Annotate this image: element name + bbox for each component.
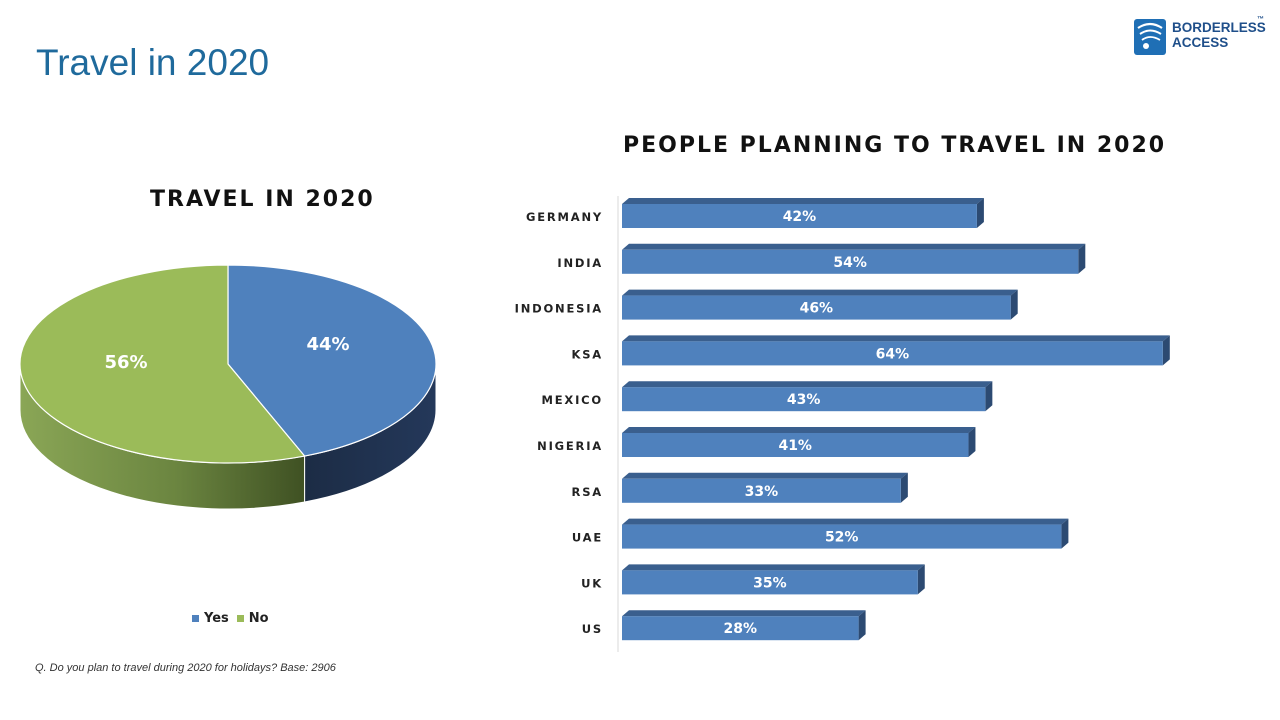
pie-chart-title: TRAVEL IN 2020 <box>150 187 375 212</box>
bar-value-label: 42% <box>783 209 817 225</box>
bar-top-india <box>622 243 1086 250</box>
bar-top-us <box>622 610 866 617</box>
pie-label-no: 56% <box>104 352 147 373</box>
bar-top-uae <box>622 518 1069 525</box>
legend-label-no: No <box>248 611 269 626</box>
category-label: INDONESIA <box>515 302 603 316</box>
category-label: UK <box>581 576 603 590</box>
bar-side-nigeria <box>968 427 976 457</box>
bar-side-mexico <box>985 381 993 412</box>
pie-chart: 44% 56% <box>19 264 437 510</box>
legend-label-yes: Yes <box>204 611 229 626</box>
category-label: UAE <box>572 531 603 545</box>
footnote: Q. Do you plan to travel during 2020 for… <box>35 662 336 674</box>
legend-item-yes: Yes <box>192 611 229 626</box>
bar-top-uk <box>622 564 925 571</box>
bar-mexico <box>622 387 986 412</box>
bar-value-label: 28% <box>724 621 758 637</box>
bar-value-label: 64% <box>876 346 910 362</box>
category-label: RSA <box>572 485 603 499</box>
bar-side-india <box>1078 243 1086 274</box>
bar-top-mexico <box>622 381 993 388</box>
bar-ksa <box>622 341 1163 366</box>
category-label: NIGERIA <box>537 439 603 453</box>
bar-chart: 42% GERMANY 54% INDIA 46% INDONESIA 64% KSA 43% M… <box>515 196 1170 652</box>
bar-us <box>622 616 859 641</box>
category-label: KSA <box>572 347 604 361</box>
bar-top-germany <box>622 198 984 204</box>
bar-india <box>622 249 1079 274</box>
bar-indonesia <box>622 295 1011 320</box>
bar-top-nigeria <box>622 427 976 433</box>
bar-uk <box>622 570 918 595</box>
logo-text: BORDERLESS ACCESS <box>1172 20 1266 50</box>
pie-legend: Yes No <box>192 611 269 626</box>
category-label: INDIA <box>557 256 603 270</box>
bar-value-label: 35% <box>753 575 787 591</box>
page-title: Travel in 2020 <box>36 42 270 83</box>
logo-icon <box>1134 19 1166 55</box>
bar-side-uk <box>917 564 925 595</box>
bar-side-indonesia <box>1010 289 1018 320</box>
bar-side-ksa <box>1162 335 1170 366</box>
bar-uae <box>622 524 1062 549</box>
pie-slice-no <box>19 264 306 464</box>
borderless-access-logo: BORDERLESS ACCESS ™ <box>1132 16 1266 60</box>
legend-item-no: No <box>236 611 269 626</box>
category-label: MEXICO <box>542 393 603 407</box>
bar-value-label: 46% <box>800 301 834 317</box>
bar-nigeria <box>622 433 969 457</box>
bar-side-us <box>858 610 866 641</box>
bar-germany <box>622 204 977 228</box>
bar-value-label: 33% <box>745 484 779 500</box>
bar-top-indonesia <box>622 289 1018 296</box>
category-label: US <box>582 622 603 636</box>
bar-value-label: 52% <box>825 530 859 546</box>
bar-top-rsa <box>622 472 908 479</box>
bar-side-germany <box>976 198 984 228</box>
legend-swatch-no <box>236 615 244 622</box>
bar-top-ksa <box>622 335 1170 342</box>
category-label: GERMANY <box>526 210 603 224</box>
pie-slice-yes <box>227 264 437 457</box>
pie-label-yes: 44% <box>306 334 349 355</box>
bar-chart-title: PEOPLE PLANNING TO TRAVEL IN 2020 <box>623 133 1167 158</box>
bar-value-label: 43% <box>787 392 821 408</box>
bar-value-label: 54% <box>833 255 867 271</box>
bar-rsa <box>622 478 901 503</box>
bar-side-uae <box>1061 518 1069 549</box>
bar-side-rsa <box>900 472 908 503</box>
bar-value-label: 41% <box>778 438 812 454</box>
legend-swatch-yes <box>192 615 199 622</box>
